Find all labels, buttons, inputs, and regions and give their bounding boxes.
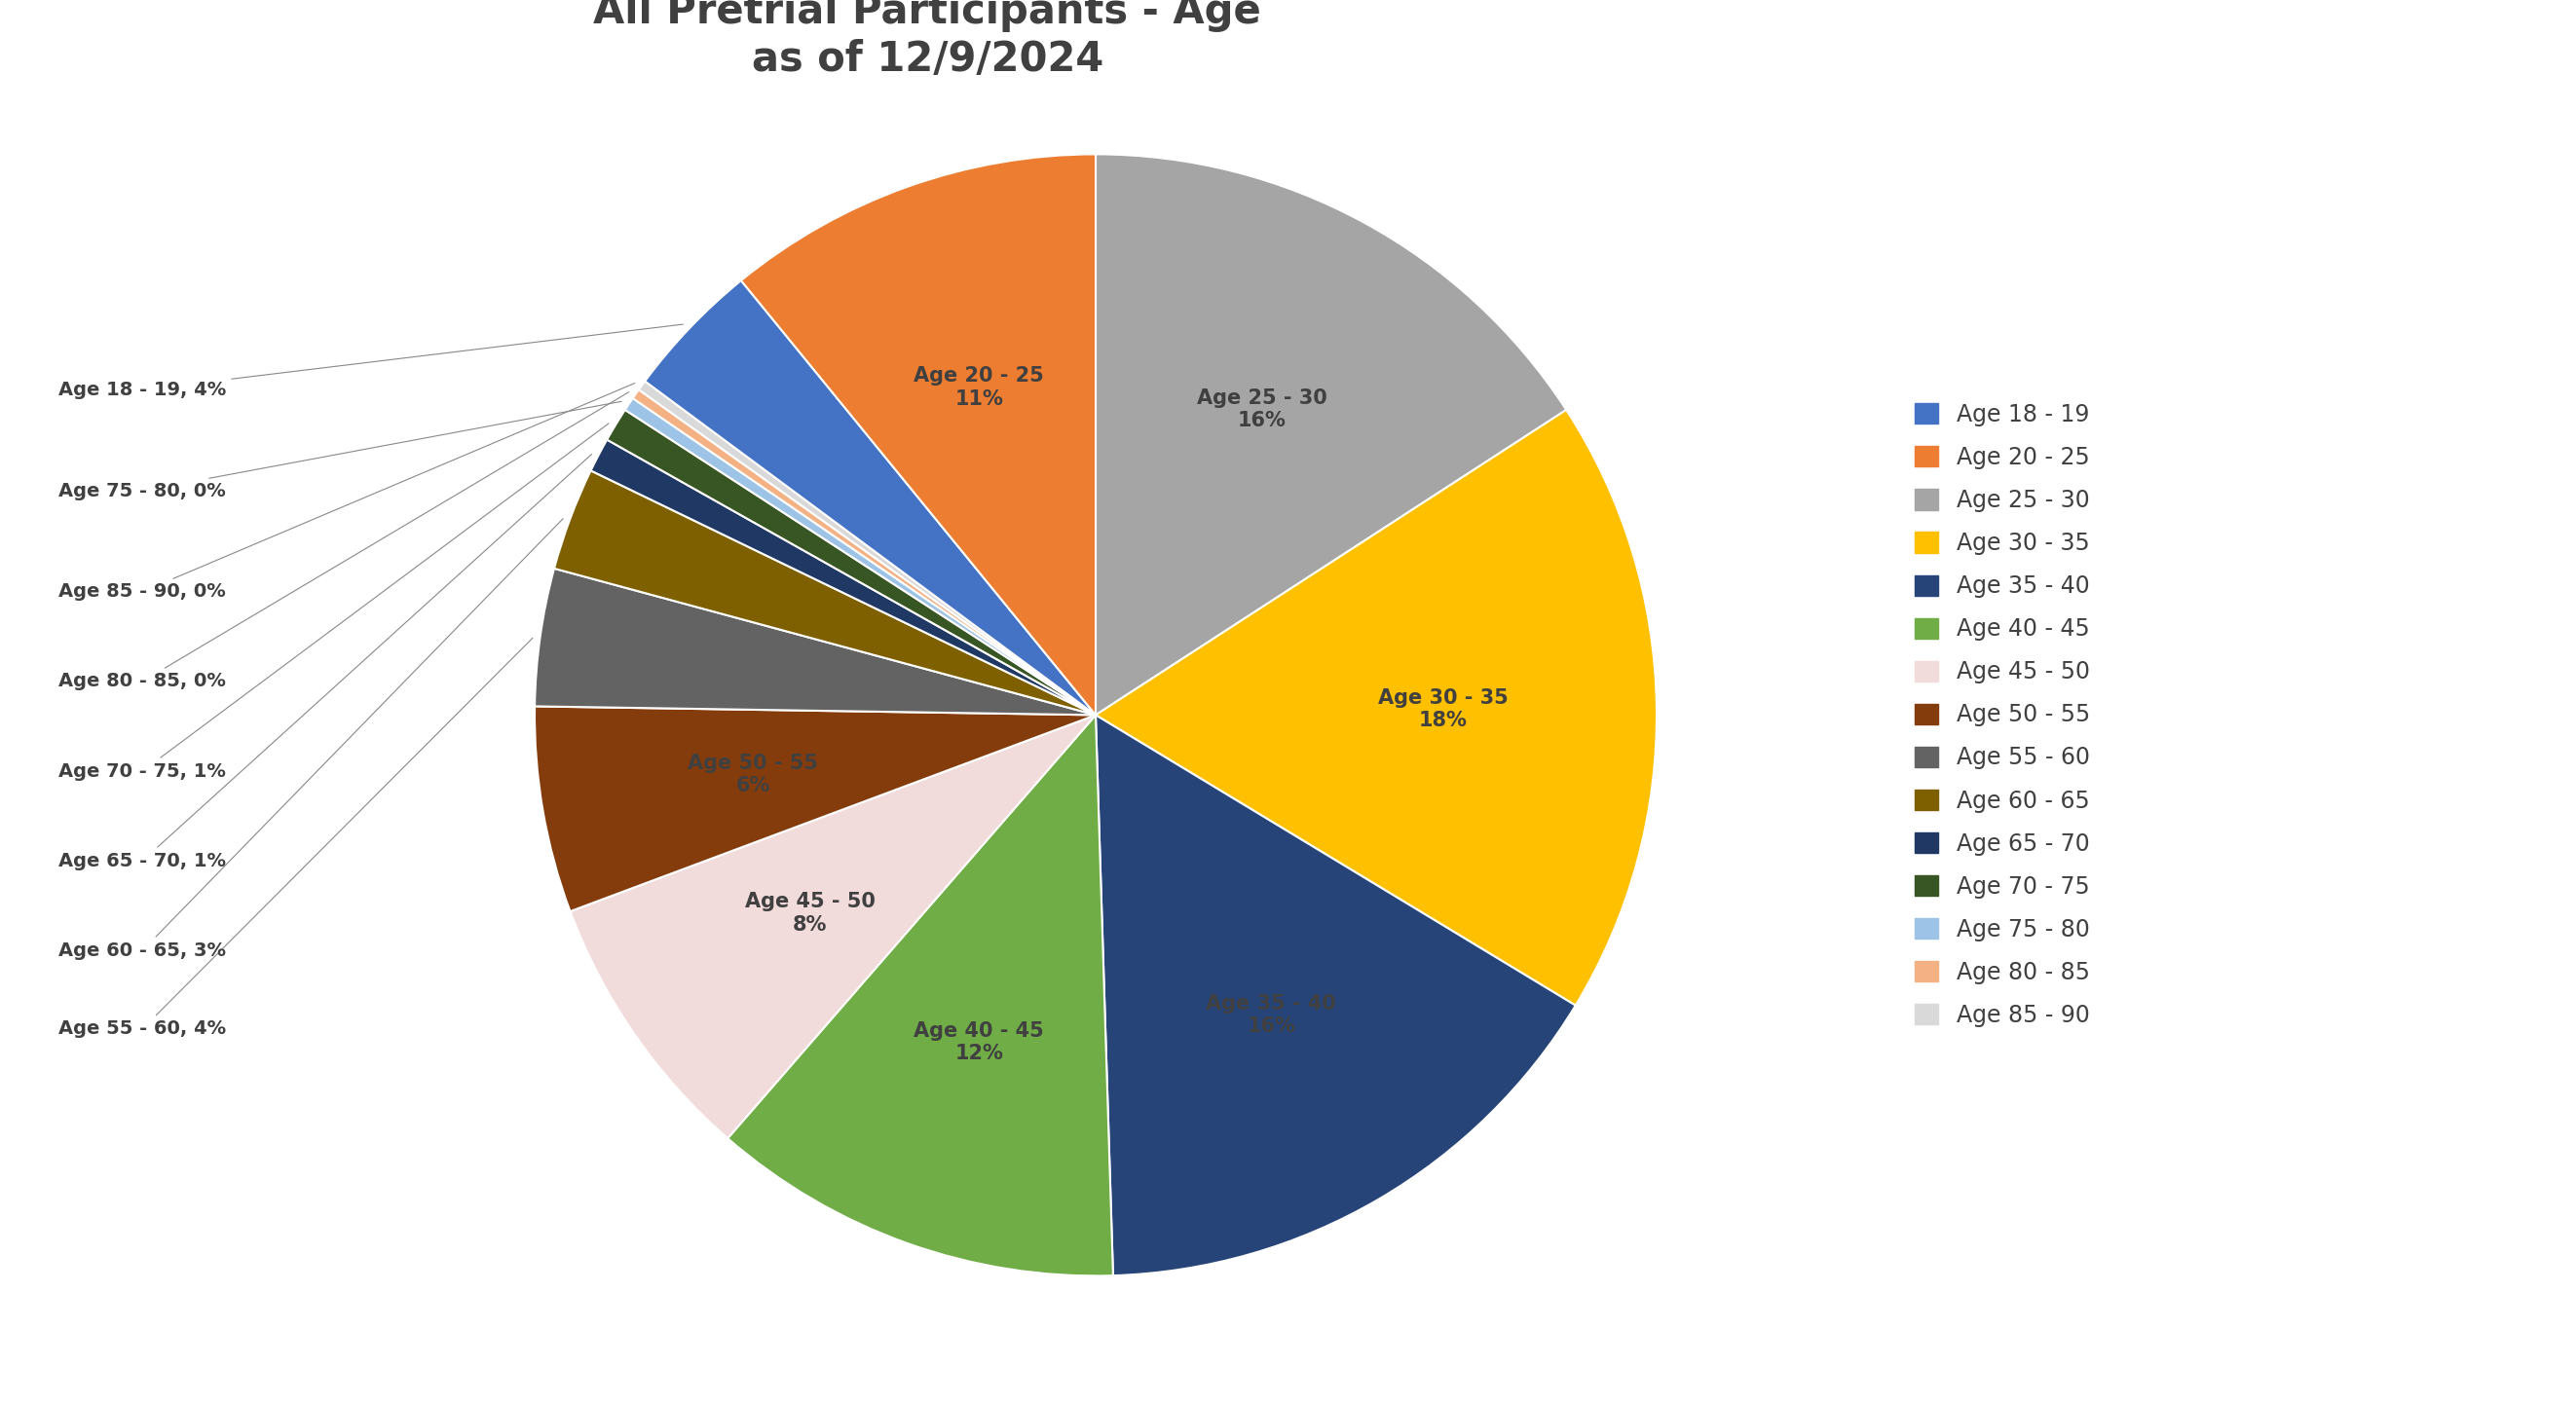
Wedge shape [536,707,1095,911]
Title: All Pretrial Participants - Age
as of 12/9/2024: All Pretrial Participants - Age as of 12… [592,0,1262,80]
Text: Age 18 - 19, 4%: Age 18 - 19, 4% [59,324,683,400]
Wedge shape [726,715,1113,1276]
Text: Age 85 - 90, 0%: Age 85 - 90, 0% [59,383,634,601]
Wedge shape [1095,154,1566,715]
Wedge shape [626,398,1095,715]
Wedge shape [1095,715,1577,1276]
Text: Age 60 - 65, 3%: Age 60 - 65, 3% [59,519,564,960]
Text: Age 25 - 30
16%: Age 25 - 30 16% [1198,388,1327,430]
Text: Age 70 - 75, 1%: Age 70 - 75, 1% [59,423,608,781]
Text: Age 45 - 50
8%: Age 45 - 50 8% [744,892,876,934]
Text: Age 55 - 60, 4%: Age 55 - 60, 4% [59,638,533,1039]
Text: Age 40 - 45
12%: Age 40 - 45 12% [914,1022,1043,1064]
Text: Age 50 - 55
6%: Age 50 - 55 6% [688,753,819,795]
Text: Age 75 - 80, 0%: Age 75 - 80, 0% [59,401,621,501]
Text: Age 35 - 40
16%: Age 35 - 40 16% [1206,994,1337,1036]
Wedge shape [634,390,1095,715]
Text: Age 20 - 25
11%: Age 20 - 25 11% [914,366,1043,408]
Wedge shape [536,568,1095,715]
Wedge shape [1095,409,1656,1005]
Wedge shape [569,715,1095,1138]
Wedge shape [742,154,1095,715]
Wedge shape [639,381,1095,715]
Text: Age 30 - 35
18%: Age 30 - 35 18% [1378,688,1510,730]
Wedge shape [590,440,1095,715]
Text: Age 80 - 85, 0%: Age 80 - 85, 0% [59,393,629,691]
Wedge shape [608,409,1095,715]
Text: Age 65 - 70, 1%: Age 65 - 70, 1% [59,454,592,871]
Wedge shape [644,280,1095,715]
Wedge shape [554,471,1095,715]
Legend: Age 18 - 19, Age 20 - 25, Age 25 - 30, Age 30 - 35, Age 35 - 40, Age 40 - 45, Ag: Age 18 - 19, Age 20 - 25, Age 25 - 30, A… [1914,402,2089,1028]
